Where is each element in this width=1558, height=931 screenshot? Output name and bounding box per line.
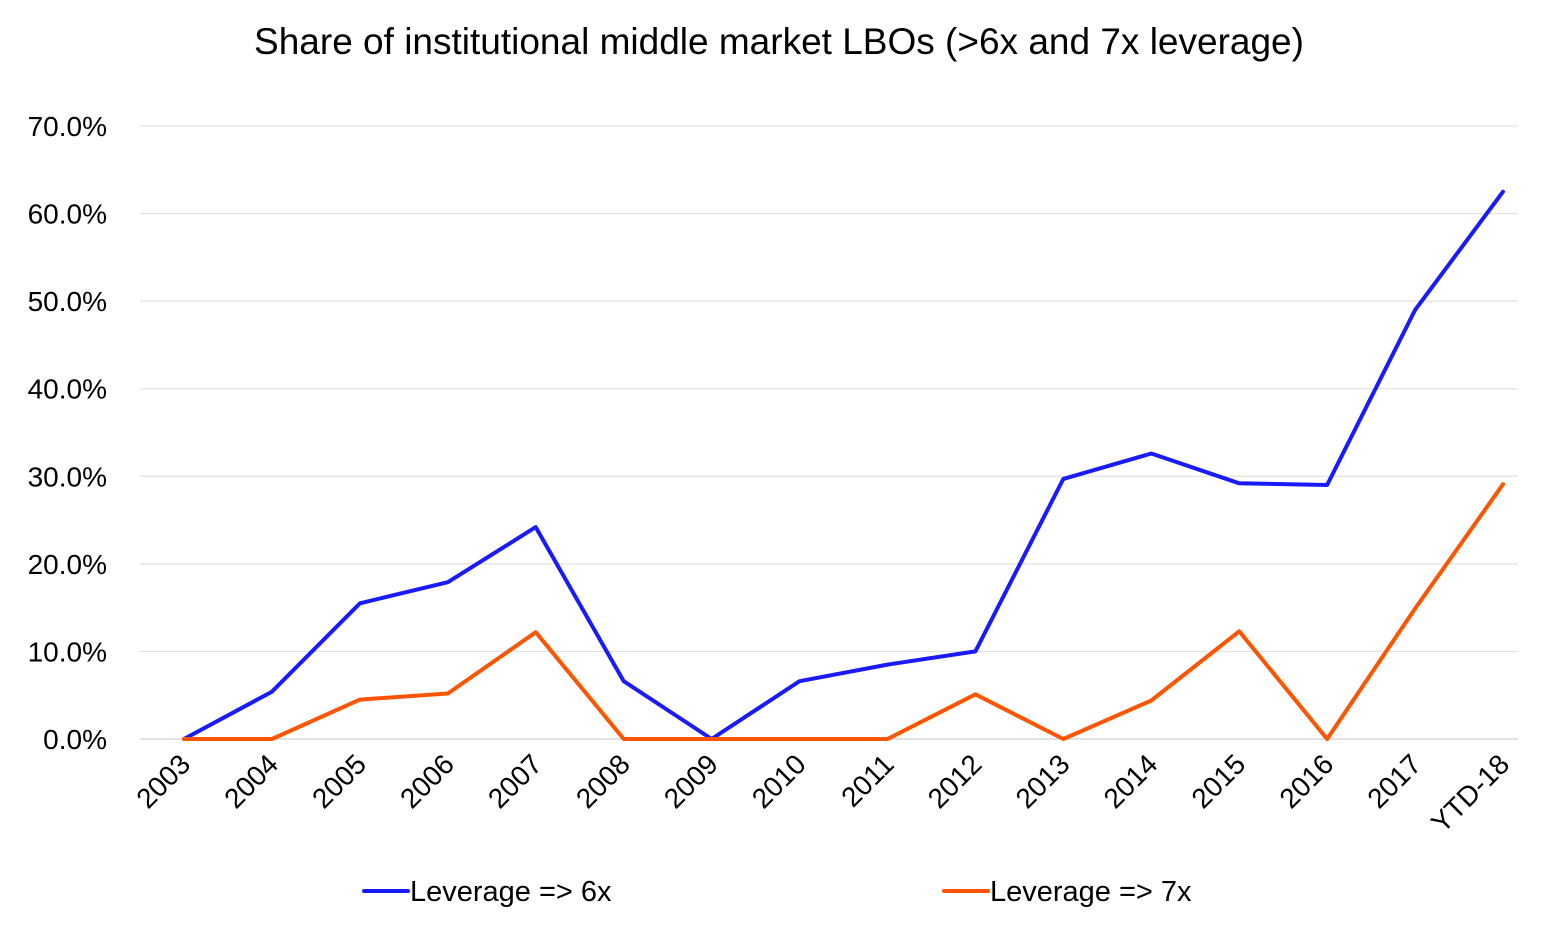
data-point — [270, 737, 274, 741]
data-point — [1325, 483, 1329, 487]
x-tick-label: 2009 — [658, 748, 724, 814]
data-point — [446, 691, 450, 695]
data-point — [358, 698, 362, 702]
data-point — [973, 649, 977, 653]
data-point — [1061, 737, 1065, 741]
y-tick-label: 40.0% — [28, 374, 107, 405]
x-tick-label: 2006 — [394, 748, 460, 814]
data-point — [973, 692, 977, 696]
data-point — [1413, 308, 1417, 312]
x-tick-label: 2010 — [746, 748, 812, 814]
x-tick-label: 2013 — [1010, 748, 1076, 814]
data-point — [885, 663, 889, 667]
data-point — [1237, 629, 1241, 633]
x-tick-label: 2003 — [130, 748, 196, 814]
data-point — [798, 737, 802, 741]
x-tick-label: 2012 — [922, 748, 988, 814]
data-point — [622, 737, 626, 741]
y-tick-label: 20.0% — [28, 549, 107, 580]
x-tick-label: 2005 — [306, 748, 372, 814]
data-point — [534, 525, 538, 529]
x-tick-label: 2014 — [1098, 748, 1164, 814]
data-point — [534, 630, 538, 634]
chart-title: Share of institutional middle market LBO… — [254, 21, 1304, 62]
x-tick-label: 2017 — [1361, 748, 1427, 814]
y-tick-label: 30.0% — [28, 461, 107, 492]
data-point — [1149, 698, 1153, 702]
x-tick-label: 2016 — [1273, 748, 1339, 814]
y-tick-label: 50.0% — [28, 286, 107, 317]
data-point — [358, 601, 362, 605]
legend-label: Leverage => 7x — [990, 876, 1192, 908]
series-line — [182, 482, 1505, 741]
data-point — [1061, 477, 1065, 481]
x-tick-label: 2011 — [835, 748, 900, 813]
x-tick-label: 2007 — [482, 748, 548, 814]
x-tick-label: 2008 — [570, 748, 636, 814]
data-point — [270, 690, 274, 694]
data-point — [1149, 452, 1153, 456]
data-point — [1501, 190, 1505, 194]
data-point — [885, 737, 889, 741]
series-line — [182, 189, 1505, 741]
data-point — [622, 679, 626, 683]
x-tick-label: YTD-18 — [1425, 748, 1515, 838]
legend-label: Leverage => 6x — [410, 876, 612, 908]
y-tick-label: 0.0% — [43, 724, 107, 755]
data-point — [1237, 481, 1241, 485]
data-point — [446, 580, 450, 584]
x-tick-label: 2004 — [218, 748, 284, 814]
data-point — [1325, 737, 1329, 741]
y-tick-label: 10.0% — [28, 636, 107, 667]
data-point — [1501, 482, 1505, 486]
data-point — [1413, 607, 1417, 611]
data-point — [182, 737, 186, 741]
y-tick-label: 60.0% — [28, 199, 107, 230]
y-tick-label: 70.0% — [28, 111, 107, 142]
data-point — [710, 737, 714, 741]
x-tick-label: 2015 — [1185, 748, 1251, 814]
data-point — [798, 679, 802, 683]
